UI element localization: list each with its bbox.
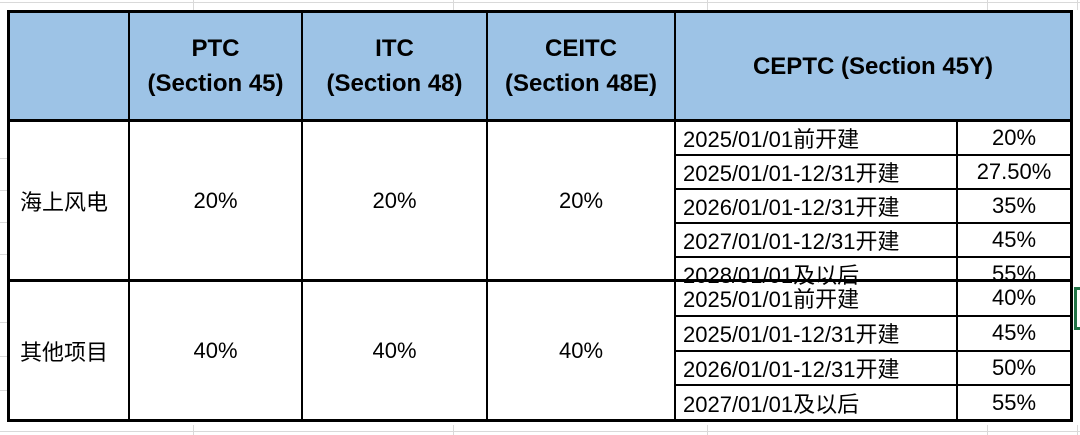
selected-cell-border — [1074, 287, 1080, 330]
ceptc-period-cell[interactable]: 2026/01/01-12/31开建 — [676, 190, 958, 222]
row-label-cell[interactable]: 其他项目 — [10, 282, 130, 419]
gridline — [193, 425, 194, 435]
ceptc-rate-cell[interactable]: 20% — [991, 125, 1037, 150]
header-ptc-line1: PTC — [191, 35, 240, 62]
ceptc-rate-cell[interactable]: 45% — [991, 320, 1037, 346]
gridline — [707, 425, 708, 435]
gridline — [1077, 0, 1078, 10]
ceptc-rate-cell[interactable]: 55% — [991, 389, 1037, 415]
gridline — [0, 190, 7, 191]
ceptc-rate-cell[interactable]: 55% — [991, 261, 1037, 286]
gridline — [707, 0, 708, 10]
gridline — [193, 0, 194, 10]
ptc-value-cell[interactable]: 20% — [130, 122, 303, 279]
ceptc-sub-row: 2027/01/01及以后 55% — [676, 386, 1070, 419]
gridline — [1077, 425, 1078, 435]
ceptc-period-cell[interactable]: 2028/01/01及以后 — [676, 258, 958, 290]
ceitc-value-cell[interactable]: 20% — [488, 122, 676, 279]
gridline — [453, 425, 454, 435]
gridline — [0, 254, 7, 255]
gridline — [453, 0, 454, 10]
ceptc-sub-row: 2025/01/01前开建 20% — [676, 122, 1070, 156]
ptc-value-cell[interactable]: 40% — [130, 282, 303, 419]
header-row: PTC (Section 45) ITC (Section 48) CEITC … — [10, 13, 1070, 122]
itc-value-cell[interactable]: 40% — [303, 282, 488, 419]
ceptc-sub-row: 2026/01/01-12/31开建 35% — [676, 190, 1070, 224]
ceptc-rate-cell[interactable]: 50% — [991, 354, 1037, 380]
table-row-other-projects: 其他项目 40% 40% 40% 2025/01/01前开建 40% 2025/… — [10, 282, 1070, 419]
header-ceitc-line1: CEITC — [545, 35, 617, 62]
gridline — [0, 356, 7, 357]
gridline — [0, 222, 7, 223]
gridline — [0, 158, 7, 159]
ceptc-rate-cell[interactable]: 45% — [991, 227, 1037, 252]
ceptc-sub-row: 2028/01/01及以后 55% — [676, 258, 1070, 290]
ceptc-sub-row: 2027/01/01-12/31开建 45% — [676, 224, 1070, 258]
ceptc-period-cell[interactable]: 2026/01/01-12/31开建 — [676, 351, 958, 385]
ceptc-period-cell[interactable]: 2027/01/01及以后 — [676, 386, 958, 419]
gridline — [0, 390, 7, 391]
gridline — [0, 322, 7, 323]
itc-value-cell[interactable]: 20% — [303, 122, 488, 279]
ceptc-sub-row: 2025/01/01前开建 40% — [676, 282, 1070, 317]
header-itc-line1: ITC — [375, 35, 414, 62]
ceptc-period-cell[interactable]: 2025/01/01前开建 — [676, 122, 958, 154]
gridline — [0, 2, 1080, 3]
header-ceitc-cell[interactable]: CEITC (Section 48E) — [488, 13, 676, 119]
header-ptc-line2: (Section 45) — [147, 70, 284, 97]
ceitc-value-cell[interactable]: 40% — [488, 282, 676, 419]
gridline — [0, 431, 1080, 432]
gridline — [987, 425, 988, 435]
ceptc-period-cell[interactable]: 2025/01/01-12/31开建 — [676, 156, 958, 188]
header-ceptc-line1: CEPTC (Section 45Y) — [752, 52, 994, 80]
header-ceitc-line2: (Section 48E) — [504, 70, 658, 97]
ceptc-sub-row: 2025/01/01-12/31开建 27.50% — [676, 156, 1070, 190]
header-ptc-cell[interactable]: PTC (Section 45) — [130, 13, 303, 119]
table-row-offshore-wind: 海上风电 20% 20% 20% 2025/01/01前开建 20% 2025/… — [10, 122, 1070, 290]
ceptc-sub-row: 2025/01/01-12/31开建 45% — [676, 316, 1070, 352]
tax-credit-table: PTC (Section 45) ITC (Section 48) CEITC … — [7, 10, 1073, 422]
ceptc-rate-cell[interactable]: 35% — [991, 193, 1037, 218]
header-itc-line2: (Section 48) — [326, 70, 463, 97]
ceptc-rate-cell[interactable]: 40% — [991, 285, 1037, 311]
ceptc-period-cell[interactable]: 2027/01/01-12/31开建 — [676, 224, 958, 256]
header-corner-cell[interactable] — [10, 13, 130, 119]
ceptc-subtable: 2025/01/01前开建 20% 2025/01/01-12/31开建 27.… — [676, 122, 1070, 290]
ceptc-period-cell[interactable]: 2025/01/01前开建 — [676, 282, 958, 315]
ceptc-rate-cell[interactable]: 27.50% — [976, 159, 1052, 184]
ceptc-subtable: 2025/01/01前开建 40% 2025/01/01-12/31开建 45%… — [676, 282, 1070, 419]
ceptc-sub-row: 2026/01/01-12/31开建 50% — [676, 351, 1070, 387]
gridline — [987, 0, 988, 10]
header-ceptc-cell[interactable]: CEPTC (Section 45Y) — [676, 13, 1070, 119]
header-itc-cell[interactable]: ITC (Section 48) — [303, 13, 488, 119]
row-label-cell[interactable]: 海上风电 — [10, 122, 130, 279]
ceptc-period-cell[interactable]: 2025/01/01-12/31开建 — [676, 316, 958, 350]
